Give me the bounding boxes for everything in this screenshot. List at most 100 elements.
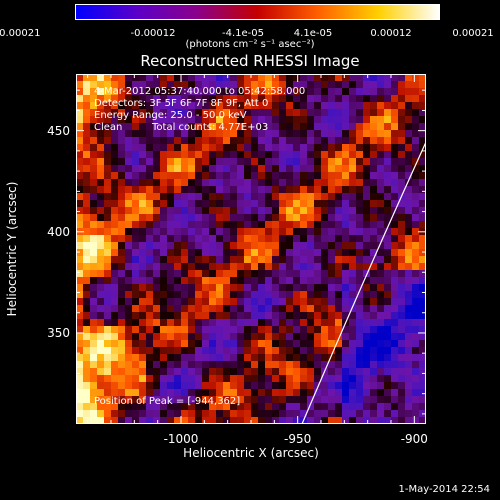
heatmap-cell xyxy=(230,144,238,152)
heatmap-cell xyxy=(391,158,399,166)
heatmap-cell xyxy=(111,74,119,82)
heatmap-cell xyxy=(146,256,154,264)
heatmap-cell xyxy=(195,277,203,285)
heatmap-cell xyxy=(244,165,252,173)
heatmap-cell xyxy=(258,291,266,299)
heatmap-cell xyxy=(97,165,105,173)
heatmap-cell xyxy=(230,186,238,194)
heatmap-cell xyxy=(321,396,329,404)
heatmap-cell xyxy=(321,326,329,334)
heatmap-cell xyxy=(314,410,322,418)
heatmap-cell xyxy=(202,396,210,404)
heatmap-cell xyxy=(139,270,147,278)
heatmap-cell xyxy=(300,214,308,222)
heatmap-cell xyxy=(237,270,245,278)
heatmap-cell xyxy=(97,221,105,229)
heatmap-cell xyxy=(370,186,378,194)
heatmap-cell xyxy=(272,263,280,271)
heatmap-cell xyxy=(223,333,231,341)
heatmap-cell xyxy=(209,270,217,278)
heatmap-cell xyxy=(258,137,266,145)
heatmap-cell xyxy=(377,144,385,152)
heatmap-cell xyxy=(174,123,182,131)
heatmap-cell xyxy=(419,214,426,222)
heatmap-cell xyxy=(251,242,259,250)
heatmap-cell xyxy=(307,207,315,215)
heatmap-cell xyxy=(139,235,147,243)
heatmap-cell xyxy=(111,158,119,166)
heatmap-cell xyxy=(356,312,364,320)
heatmap-cell xyxy=(195,284,203,292)
heatmap-cell xyxy=(412,375,420,383)
heatmap-cell xyxy=(391,354,399,362)
heatmap-cell xyxy=(230,333,238,341)
heatmap-cell xyxy=(195,326,203,334)
heatmap-cell xyxy=(286,193,294,201)
heatmap-cell xyxy=(300,235,308,243)
heatmap-cell xyxy=(104,221,112,229)
heatmap-cell xyxy=(125,172,133,180)
heatmap-cell xyxy=(167,417,175,424)
heatmap-cell xyxy=(377,214,385,222)
heatmap-cell xyxy=(258,417,266,424)
heatmap-cell xyxy=(321,172,329,180)
heatmap-cell xyxy=(356,123,364,131)
heatmap-cell xyxy=(181,312,189,320)
heatmap-cell xyxy=(209,354,217,362)
heatmap-cell xyxy=(405,235,413,243)
heatmap-cell xyxy=(111,354,119,362)
heatmap-cell xyxy=(76,109,84,117)
heatmap-cell xyxy=(125,228,133,236)
heatmap-cell xyxy=(195,193,203,201)
heatmap-cell xyxy=(237,312,245,320)
heatmap-cell xyxy=(223,277,231,285)
heatmap-cell xyxy=(90,123,98,131)
heatmap-cell xyxy=(384,312,392,320)
heatmap-cell xyxy=(132,88,140,96)
heatmap-cell xyxy=(342,221,350,229)
heatmap-cell xyxy=(321,389,329,397)
heatmap-cell xyxy=(195,102,203,110)
heatmap-cell xyxy=(181,417,189,424)
heatmap-cell xyxy=(104,179,112,187)
heatmap-cell xyxy=(174,74,182,82)
heatmap-cell xyxy=(342,200,350,208)
heatmap-cell xyxy=(132,291,140,299)
heatmap-cell xyxy=(377,375,385,383)
heatmap-cell xyxy=(244,403,252,411)
heatmap-cell xyxy=(265,74,273,82)
heatmap-cell xyxy=(398,158,406,166)
heatmap-cell xyxy=(342,312,350,320)
heatmap-cell xyxy=(398,368,406,376)
heatmap-cell xyxy=(202,228,210,236)
heatmap-cell xyxy=(398,298,406,306)
heatmap-cell xyxy=(237,214,245,222)
heatmap-cell xyxy=(377,389,385,397)
heatmap-cell xyxy=(132,389,140,397)
heatmap-cell xyxy=(398,256,406,264)
heatmap-cell xyxy=(314,95,322,103)
heatmap-cell xyxy=(265,417,273,424)
heatmap-cell xyxy=(230,249,238,257)
heatmap-cell xyxy=(398,74,406,82)
heatmap-cell xyxy=(349,368,357,376)
heatmap-cell xyxy=(83,158,91,166)
heatmap-cell xyxy=(307,88,315,96)
heatmap-cell xyxy=(363,186,371,194)
heatmap-cell xyxy=(293,165,301,173)
heatmap-cell xyxy=(272,368,280,376)
heatmap-cell xyxy=(223,312,231,320)
heatmap-cell xyxy=(251,193,259,201)
heatmap-cell xyxy=(125,312,133,320)
heatmap-cell xyxy=(104,347,112,355)
heatmap-cell xyxy=(349,179,357,187)
heatmap-cell xyxy=(335,228,343,236)
heatmap-cell xyxy=(391,186,399,194)
heatmap-cell xyxy=(153,123,161,131)
heatmap-cell xyxy=(223,326,231,334)
heatmap-cell xyxy=(160,396,168,404)
heatmap-cell xyxy=(321,347,329,355)
heatmap-cell xyxy=(244,109,252,117)
heatmap-cell xyxy=(153,130,161,138)
heatmap-cell xyxy=(244,361,252,369)
